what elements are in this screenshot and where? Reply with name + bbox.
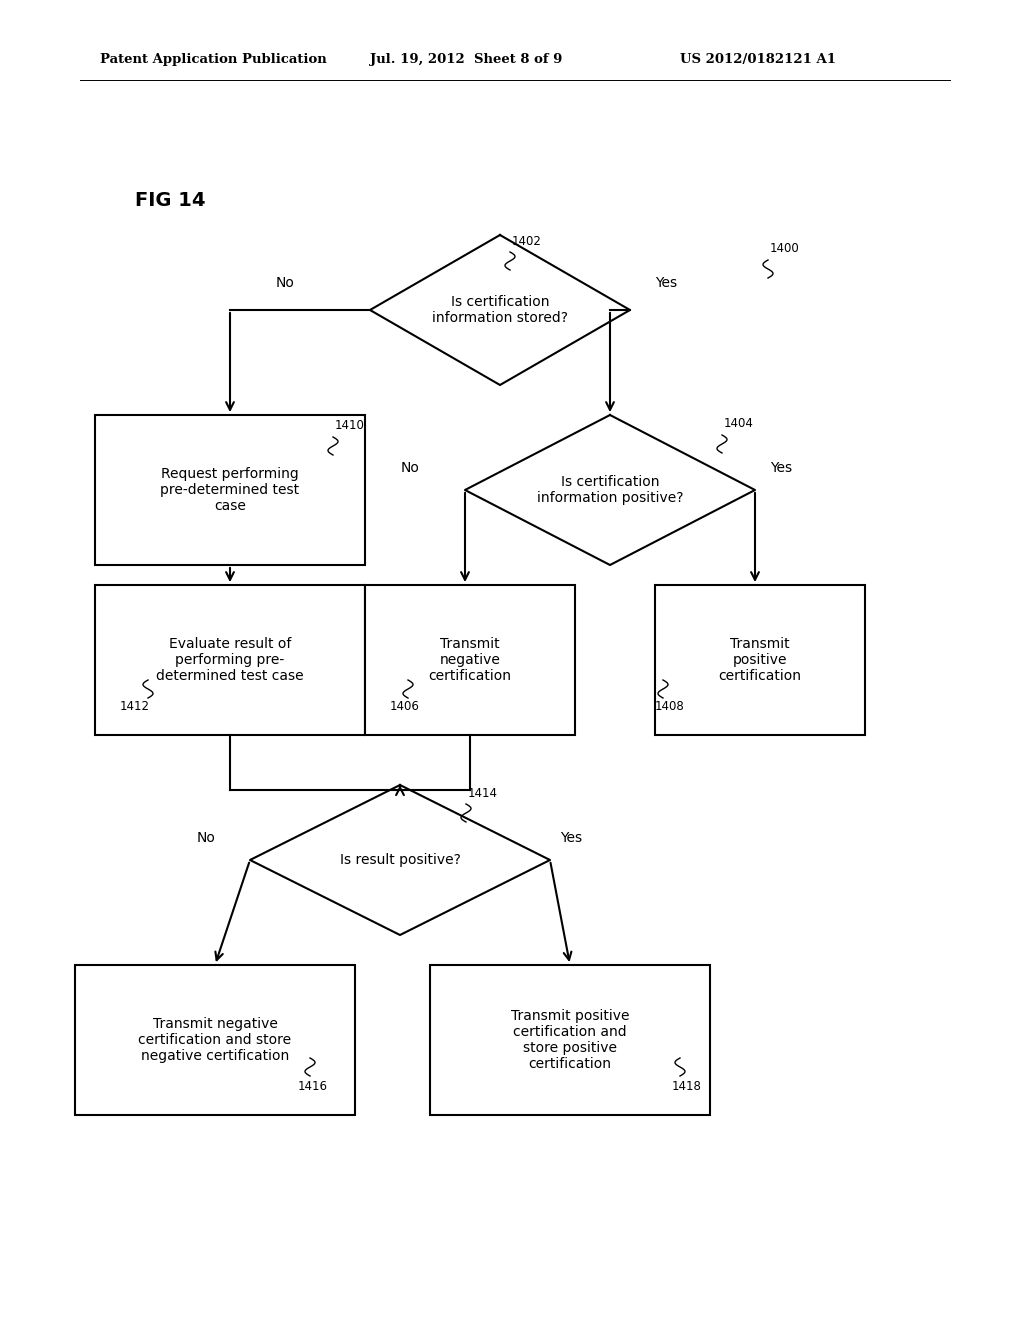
Bar [430, 965, 710, 1115]
Text: 1414: 1414 [468, 787, 498, 800]
Text: 1406: 1406 [390, 700, 420, 713]
Text: 1404: 1404 [724, 417, 754, 430]
Text: Is certification
information positive?: Is certification information positive? [537, 475, 683, 506]
Text: FIG 14: FIG 14 [135, 190, 206, 210]
Text: 1416: 1416 [298, 1080, 328, 1093]
Text: Is result positive?: Is result positive? [340, 853, 461, 867]
Bar [95, 414, 365, 565]
Text: Request performing
pre-determined test
case: Request performing pre-determined test c… [161, 467, 300, 513]
Bar [655, 585, 865, 735]
Text: Transmit negative
certification and store
negative certification: Transmit negative certification and stor… [138, 1016, 292, 1063]
Text: Transmit positive
certification and
store positive
certification: Transmit positive certification and stor… [511, 1008, 630, 1072]
Text: No: No [275, 276, 295, 290]
Text: 1402: 1402 [512, 235, 542, 248]
Text: 1408: 1408 [655, 700, 685, 713]
Text: Jul. 19, 2012  Sheet 8 of 9: Jul. 19, 2012 Sheet 8 of 9 [370, 54, 562, 66]
Text: Is certification
information stored?: Is certification information stored? [432, 294, 568, 325]
Bar [75, 965, 355, 1115]
Text: Transmit
negative
certification: Transmit negative certification [428, 636, 512, 684]
Text: Yes: Yes [560, 832, 582, 845]
Text: No: No [197, 832, 215, 845]
Bar [95, 585, 365, 735]
Text: Yes: Yes [655, 276, 677, 290]
Text: Transmit
positive
certification: Transmit positive certification [719, 636, 802, 684]
Bar [365, 585, 575, 735]
Text: 1412: 1412 [120, 700, 150, 713]
Text: 1400: 1400 [770, 242, 800, 255]
Text: Evaluate result of
performing pre-
determined test case: Evaluate result of performing pre- deter… [157, 636, 304, 684]
Text: No: No [401, 461, 420, 475]
Text: 1410: 1410 [335, 418, 365, 432]
Text: US 2012/0182121 A1: US 2012/0182121 A1 [680, 54, 836, 66]
Text: 1418: 1418 [672, 1080, 701, 1093]
Text: Yes: Yes [770, 461, 793, 475]
Text: Patent Application Publication: Patent Application Publication [100, 54, 327, 66]
